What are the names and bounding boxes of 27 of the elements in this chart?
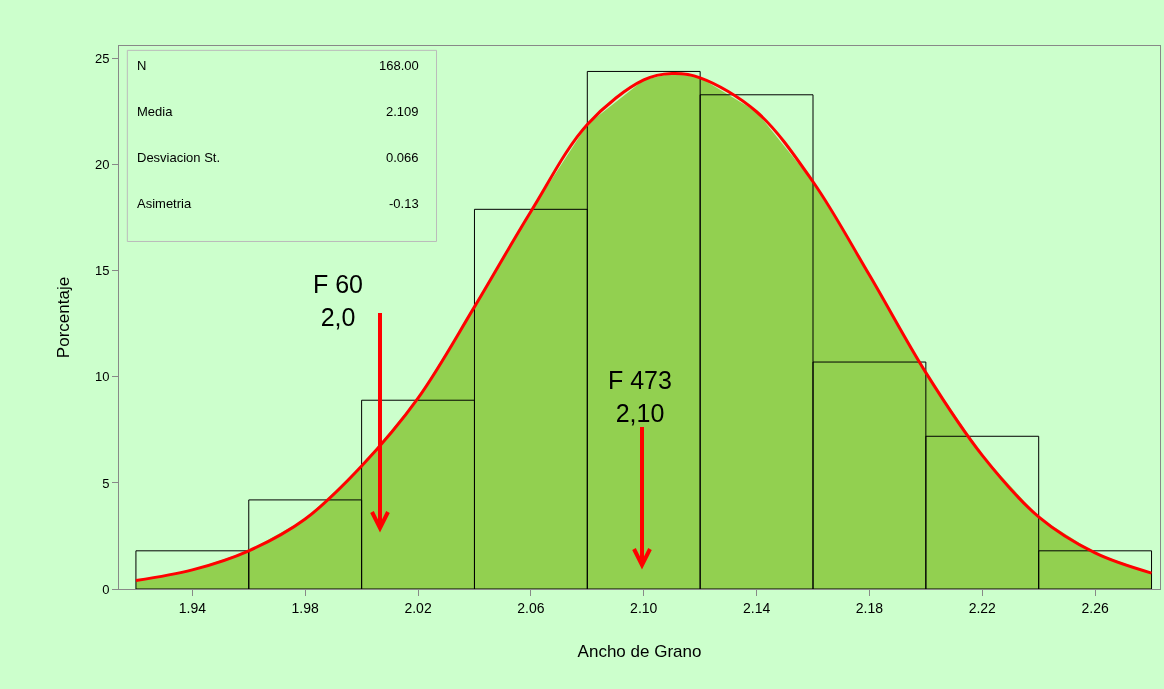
annotation: -0.13	[389, 196, 419, 211]
annotation: Media	[137, 104, 174, 119]
x-tick-label: 2.18	[855, 599, 884, 616]
annotation: 168.00	[379, 58, 419, 73]
y-tick-label: 25	[94, 51, 110, 67]
annotation: Asimetria	[137, 196, 192, 211]
x-axis-title: Ancho de Grano	[577, 642, 702, 662]
y-tick-label: 20	[94, 157, 110, 173]
annotation: Desviacion St.	[137, 150, 221, 165]
x-tick-label: 2.02	[404, 599, 432, 616]
x-tick-label: 2.14	[742, 599, 771, 616]
y-axis-title: Porcentaje	[54, 276, 74, 359]
annotation: 0.066	[386, 150, 419, 165]
y-tick-label: 5	[102, 475, 110, 491]
x-tick-label: 2.10	[630, 599, 658, 616]
annotation: N	[137, 58, 147, 73]
annotation: 2.109	[386, 104, 419, 119]
y-tick-label: 0	[102, 581, 110, 597]
x-tick-label: 2.22	[968, 599, 997, 616]
x-tick-label: 2.26	[1081, 599, 1109, 616]
x-tick-label: 2.06	[517, 599, 545, 616]
x-tick-label: 1.94	[178, 599, 207, 616]
x-tick-label: 1.98	[291, 599, 320, 616]
y-tick-label: 10	[94, 369, 110, 385]
annotation: F 473 2,10	[608, 366, 672, 427]
y-tick-label: 15	[94, 263, 110, 279]
annotation: F 60 2,0	[313, 270, 364, 331]
